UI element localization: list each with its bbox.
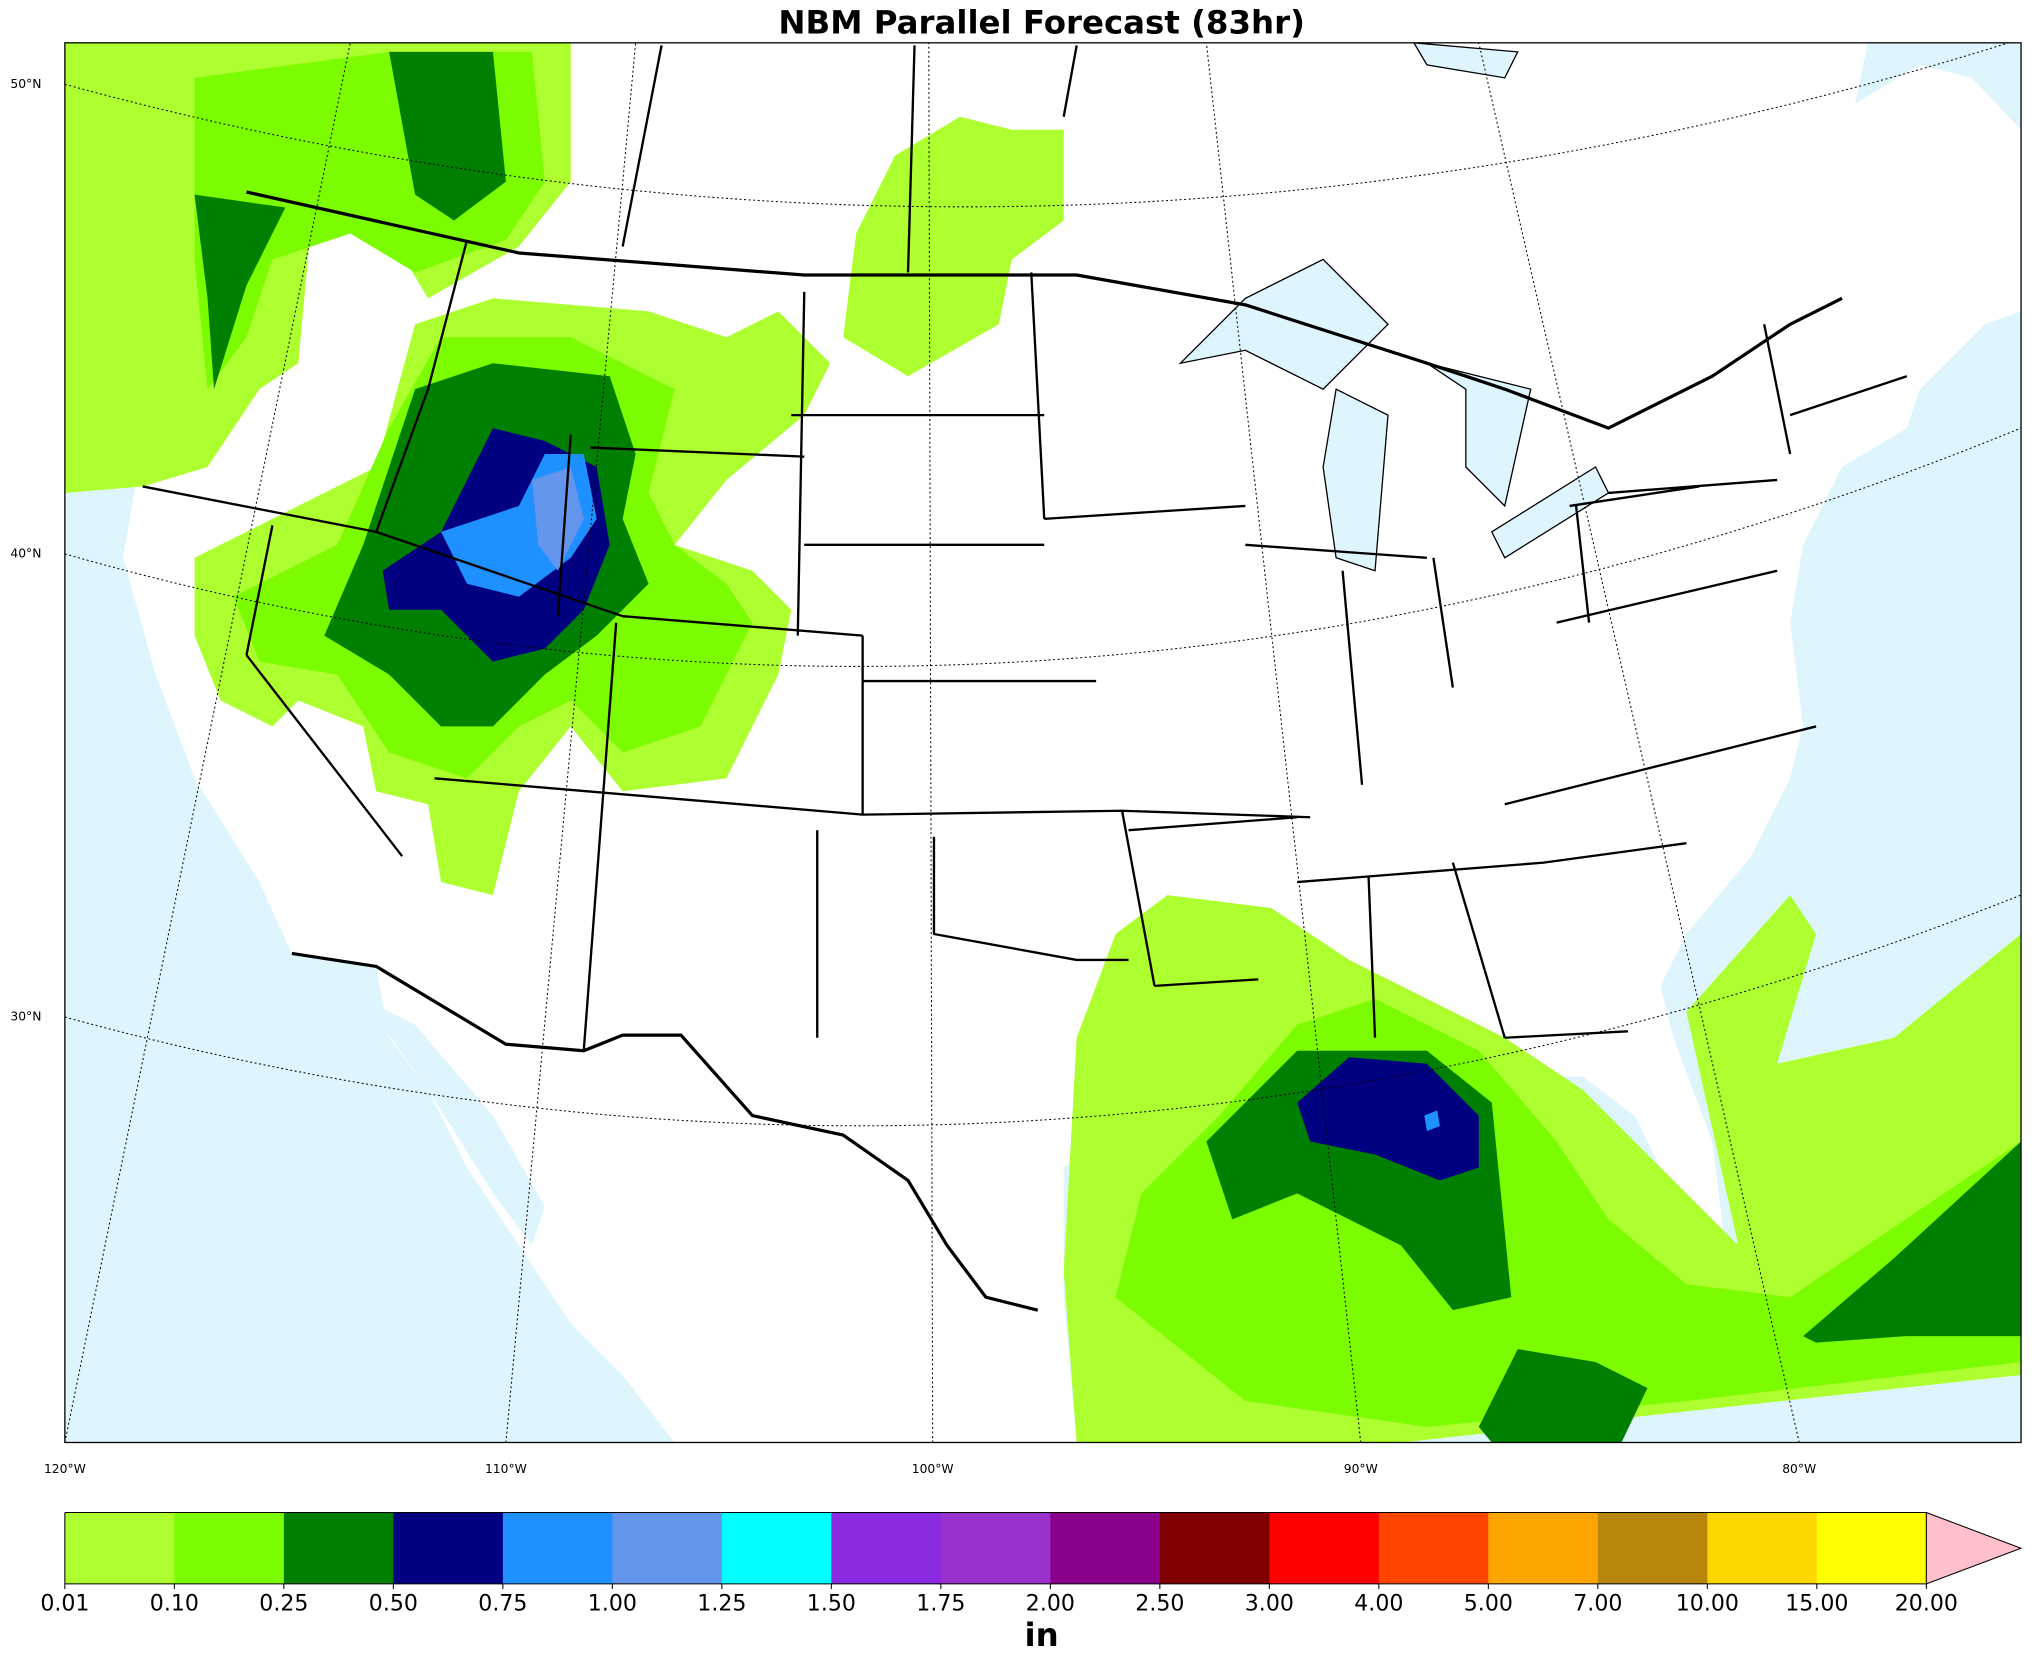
- colorbar-segment: [1816, 1512, 1927, 1584]
- colorbar-segment: [174, 1512, 285, 1584]
- colorbar-tick-label: 1.75: [916, 1592, 965, 1617]
- lat-label: 30°N: [10, 1010, 41, 1024]
- colorbar-tick-label: 3.00: [1245, 1592, 1294, 1617]
- colorbar-segment: [721, 1512, 832, 1584]
- lat-label: 50°N: [10, 77, 41, 91]
- colorbar-label: in: [1025, 1616, 1059, 1654]
- colorbar-segment: [1488, 1512, 1599, 1584]
- colorbar-extend: [1925, 1511, 2023, 1585]
- colorbar-segment: [940, 1512, 1051, 1584]
- state-borders: [142, 45, 1908, 1051]
- colorbar-tick-label: 0.01: [40, 1592, 89, 1617]
- colorbar-segment: [502, 1512, 614, 1584]
- colorbar-tick-label: 2.00: [1026, 1592, 1075, 1617]
- colorbar-segment: [1378, 1512, 1489, 1584]
- lon-label: 100°W: [912, 1462, 954, 1476]
- colorbar-segment: [283, 1512, 395, 1584]
- colorbar-tick-label: 2.50: [1135, 1592, 1184, 1617]
- colorbar-tick-label: 0.25: [259, 1592, 308, 1617]
- colorbar-tick-label: 0.75: [478, 1592, 527, 1617]
- great-lakes: [1178, 42, 1610, 572]
- colorbar-segment: [1269, 1512, 1380, 1584]
- graticule: [64, 42, 2022, 1443]
- colorbar: 0.01 0.10 0.25 0.50 0.75 1.00 1.25 1.50 1.75 2.00…: [40, 1511, 2023, 1617]
- colorbar-tick-label: 1.50: [807, 1592, 856, 1617]
- colorbar-segment: [64, 1512, 176, 1584]
- colorbar-tick-label: 7.00: [1573, 1592, 1622, 1617]
- colorbar-tick-label: 15.00: [1785, 1592, 1848, 1617]
- colorbar-segment: [1050, 1512, 1161, 1584]
- colorbar-tick-label: 4.00: [1354, 1592, 1403, 1617]
- lon-label: 90°W: [1344, 1462, 1378, 1476]
- colorbar-tick-label: 5.00: [1464, 1592, 1513, 1617]
- colorbar-tick-label: 0.10: [150, 1592, 199, 1617]
- colorbar-outline: [64, 1512, 1927, 1585]
- lon-label: 110°W: [485, 1462, 527, 1476]
- colorbar-tick-label: 10.00: [1676, 1592, 1739, 1617]
- colorbar-tick-label: 1.25: [697, 1592, 746, 1617]
- lon-label: 120°W: [44, 1462, 86, 1476]
- map-frame: [64, 42, 2022, 1444]
- colorbar-segment: [831, 1512, 942, 1584]
- colorbar-segment: [1597, 1512, 1708, 1584]
- country-borders: [246, 190, 1843, 1312]
- colorbar-segment: [393, 1512, 504, 1584]
- title: NBM Parallel Forecast (83hr): [778, 4, 1305, 42]
- lon-label: 80°W: [1782, 1462, 1816, 1476]
- colorbar-segment: [1707, 1512, 1818, 1584]
- colorbar-segment: [1159, 1512, 1270, 1584]
- colorbar-segment: [612, 1512, 723, 1584]
- map: [64, 42, 2022, 1443]
- colorbar-tick-label: 1.00: [588, 1592, 637, 1617]
- colorbar-tick-label: 0.50: [369, 1592, 418, 1617]
- colorbar-tick-label: 20.00: [1895, 1592, 1958, 1617]
- axis-labels: 50°N 40°N 30°N 120°W 110°W 100°W 90°W 80…: [10, 77, 1816, 1476]
- lat-label: 40°N: [10, 546, 41, 560]
- gulf-of-california: [363, 998, 545, 1246]
